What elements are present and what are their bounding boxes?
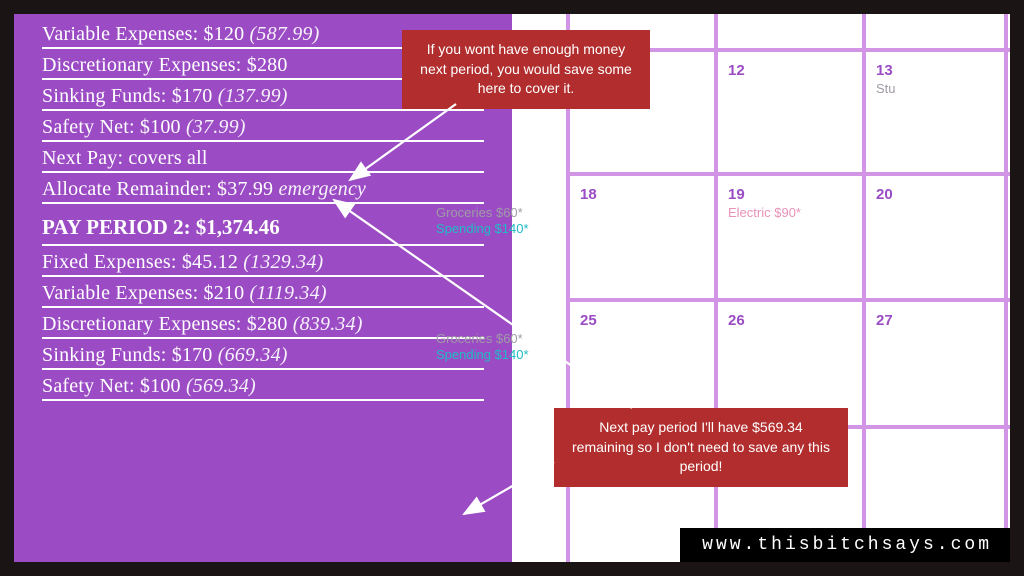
calendar-day-number: 12 xyxy=(728,62,848,79)
calendar-cell: 12 xyxy=(718,52,858,91)
calendar-event: Spending $140* xyxy=(436,221,556,237)
calendar-day-number: 18 xyxy=(580,186,700,203)
callout-save-ahead: If you wont have enough money next perio… xyxy=(402,30,650,109)
calendar-day-number: 27 xyxy=(876,312,996,329)
budget-line: Sinking Funds: $170 (669.34) xyxy=(42,339,484,370)
calendar-cell: 19 Electric $90* xyxy=(718,176,858,231)
calendar-event: Stu xyxy=(876,81,996,97)
calendar-day-number: 19 xyxy=(728,186,848,203)
calendar-event: Groceries $60* xyxy=(436,331,556,347)
calendar-event: Spending $140* xyxy=(436,347,556,363)
calendar-day-number: 20 xyxy=(876,186,996,203)
calendar-cell: 17 Groceries $60*Spending $140* xyxy=(426,176,566,248)
calendar-event: Groceries $60* xyxy=(436,205,556,221)
calendar-cell: 20 xyxy=(866,176,1006,215)
budget-line: Next Pay: covers all xyxy=(42,142,484,173)
calendar-day-number: 17 xyxy=(436,186,556,203)
calendar-day-number: 24 xyxy=(436,312,556,329)
callout-text: Next pay period I'll have $569.34 remain… xyxy=(572,419,830,474)
budget-line: Safety Net: $100 (37.99) xyxy=(42,111,484,142)
callout-next-period: Next pay period I'll have $569.34 remain… xyxy=(554,408,848,487)
budget-line: Fixed Expenses: $45.12 (1329.34) xyxy=(42,246,484,277)
budget-line: Discretionary Expenses: $280 (839.34) xyxy=(42,308,484,339)
calendar-cell: 27 xyxy=(866,302,1006,341)
calendar-day-number: 25 xyxy=(580,312,700,329)
pay-period-header: PAY PERIOD 2: $1,374.46 xyxy=(42,204,484,246)
calendar-cell: 25 xyxy=(570,302,710,341)
callout-text: If you wont have enough money next perio… xyxy=(420,41,632,96)
calendar-day-number: 13 xyxy=(876,62,996,79)
budget-line: Allocate Remainder: $37.99 emergency xyxy=(42,173,484,204)
footer-url: www.thisbitchsays.com xyxy=(680,528,1010,562)
infographic-canvas: Variable Expenses: $120 (587.99)Discreti… xyxy=(14,14,1010,562)
calendar-day-number: 26 xyxy=(728,312,848,329)
budget-line: Safety Net: $100 (569.34) xyxy=(42,370,484,401)
budget-line: Variable Expenses: $210 (1119.34) xyxy=(42,277,484,308)
calendar-event: Electric $90* xyxy=(728,205,848,221)
calendar-cell: 18 xyxy=(570,176,710,215)
footer-url-text: www.thisbitchsays.com xyxy=(702,535,992,555)
calendar-cell: 13 Stu xyxy=(866,52,1006,107)
calendar-cell: 26 xyxy=(718,302,858,341)
calendar-cell: 24 Groceries $60*Spending $140* xyxy=(426,302,566,374)
